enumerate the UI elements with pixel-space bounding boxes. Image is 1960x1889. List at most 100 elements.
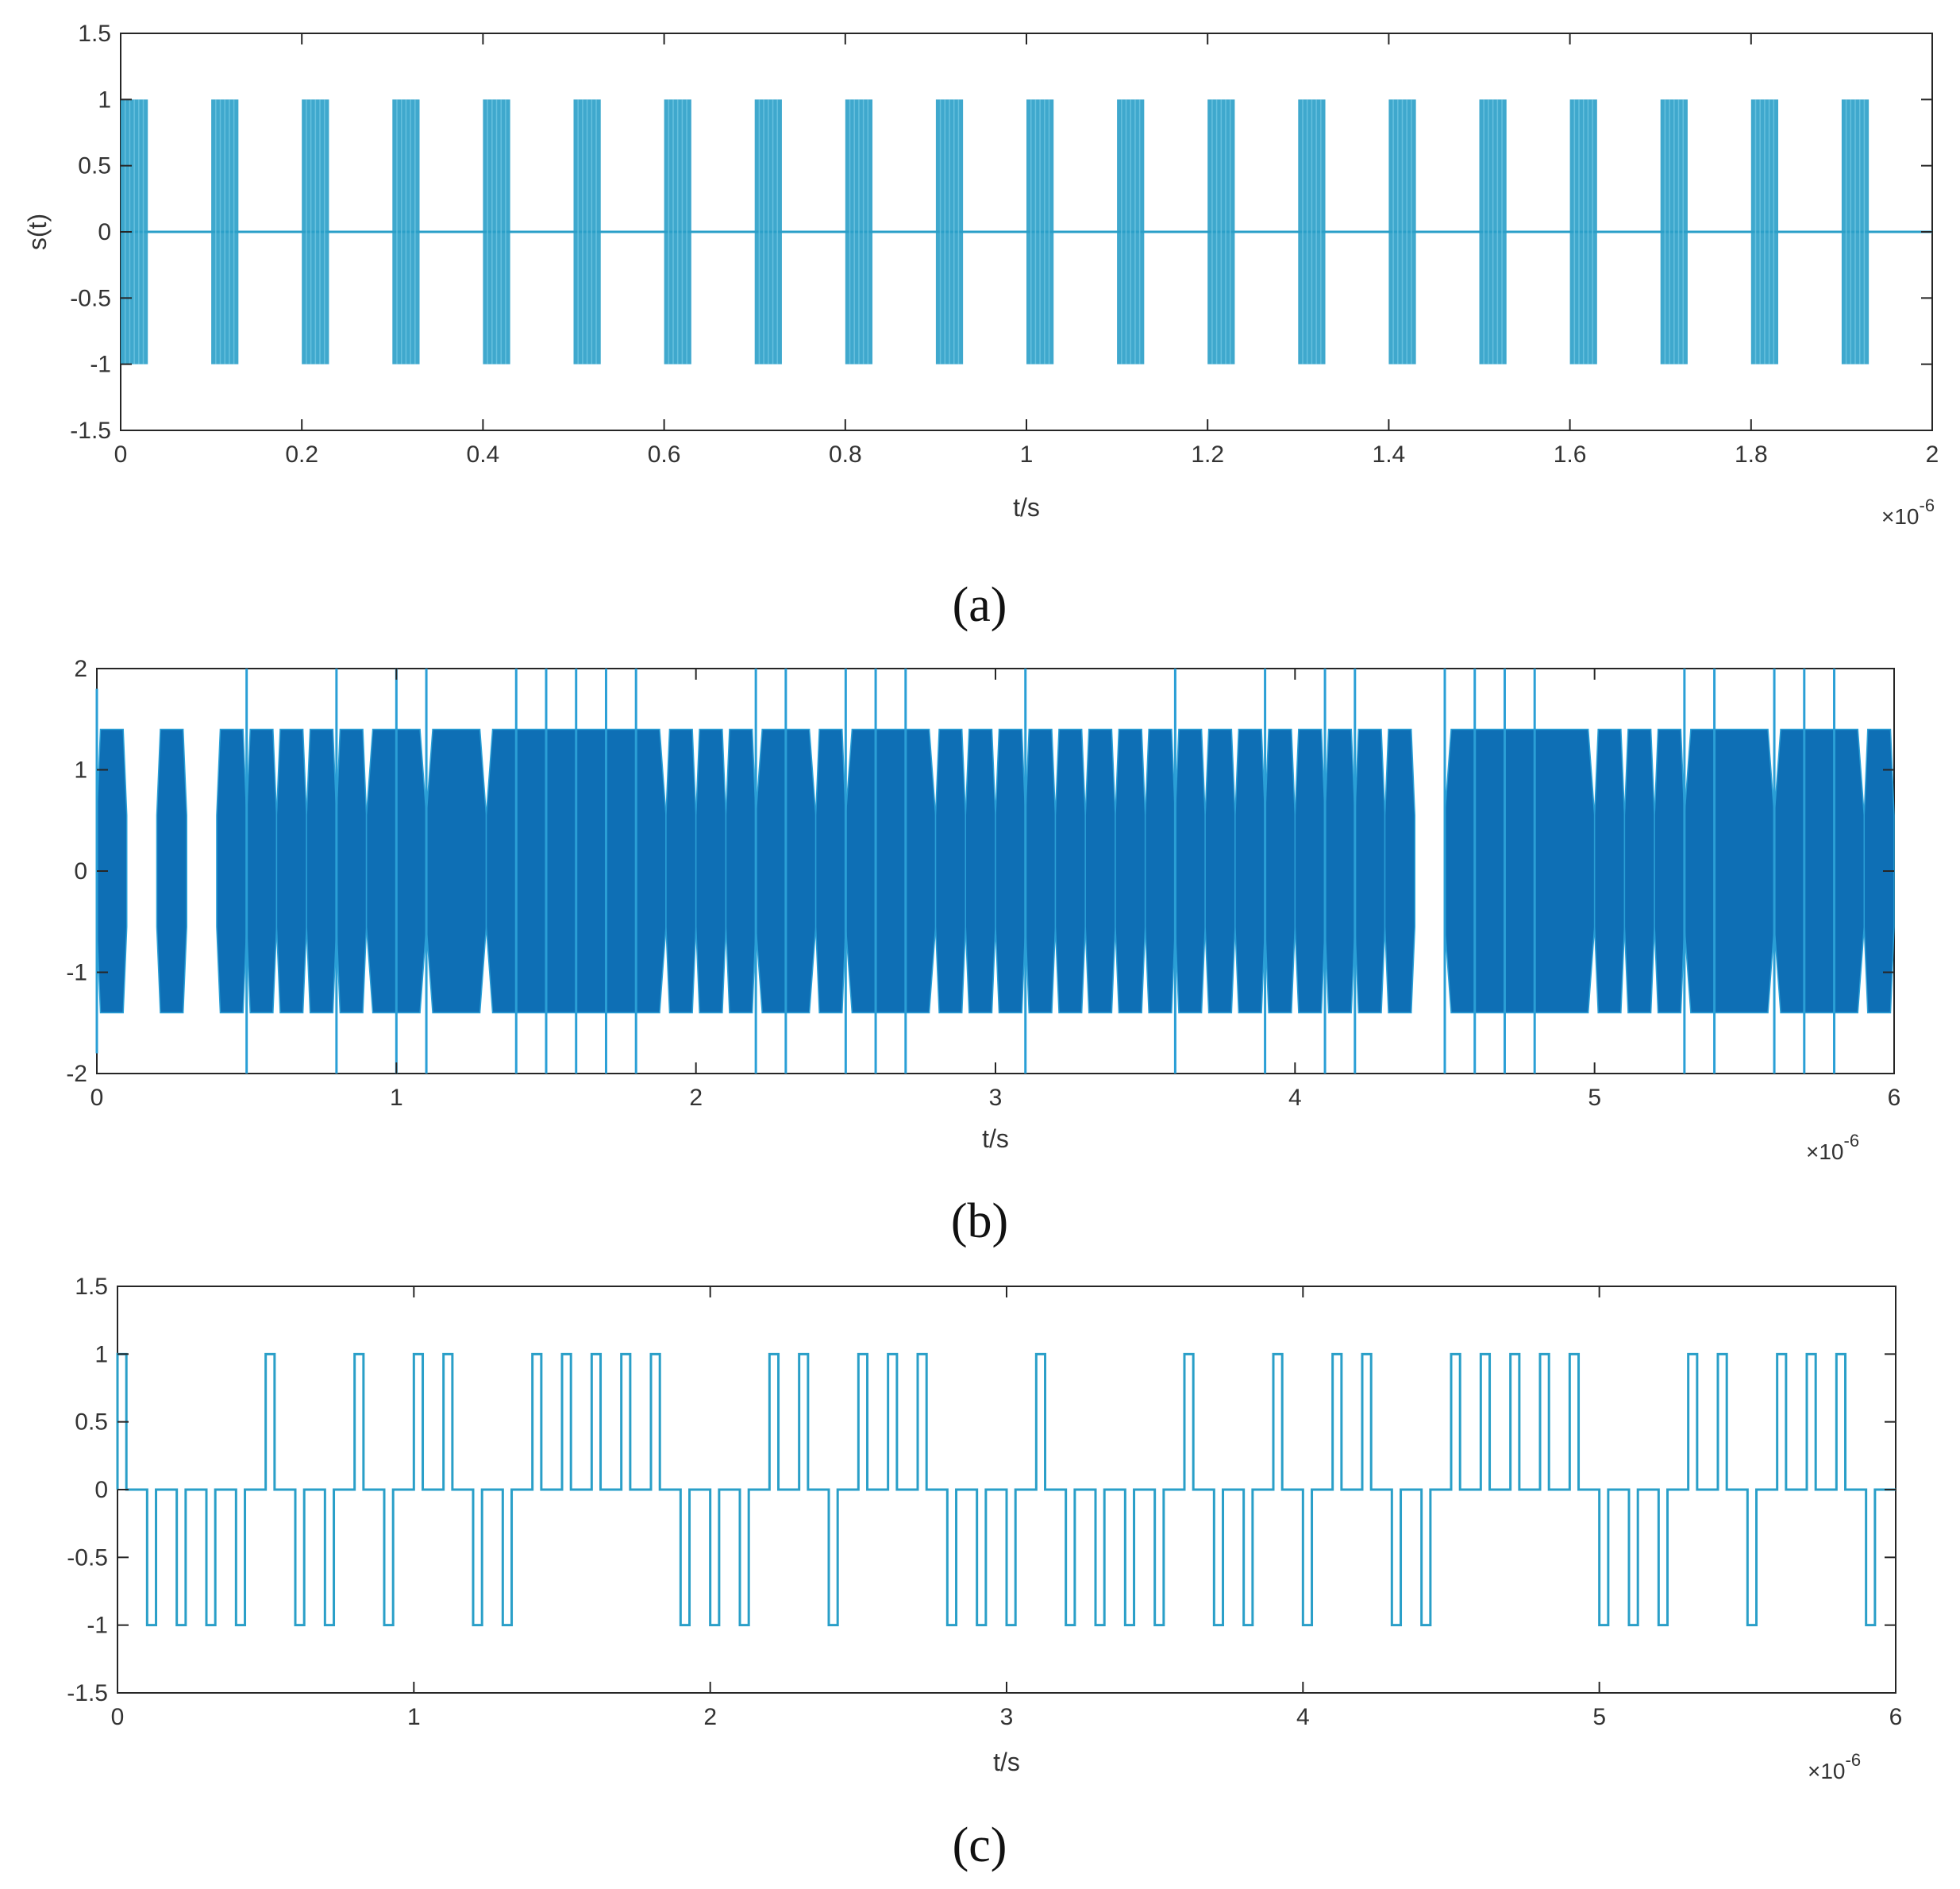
x-tick-label: 4: [1296, 1704, 1310, 1730]
x-tick-label: 1: [390, 1085, 403, 1111]
x-exponent-b: ×10-6: [1806, 1131, 1859, 1164]
envelope-block-b: [1654, 728, 1685, 1014]
x-tick-label: 2: [1926, 441, 1939, 468]
envelope-block-b: [965, 728, 996, 1014]
x-tick-label: 4: [1288, 1085, 1302, 1111]
envelope-block-b: [1024, 728, 1057, 1014]
x-tick-label: 1.6: [1554, 441, 1587, 468]
envelope-block-b: [1054, 728, 1086, 1014]
pulse-a: [935, 99, 964, 364]
envelope-block-b: [1384, 728, 1416, 1014]
y-tick-label: -0.5: [67, 1544, 108, 1571]
x-exponent-c: ×10-6: [1808, 1750, 1861, 1783]
x-tick-label: 0: [111, 1704, 125, 1730]
pulse-a: [1660, 99, 1688, 364]
envelope-block-b: [1684, 728, 1775, 1014]
y-tick-label: 0: [74, 858, 87, 885]
y-tick-label: 2: [74, 656, 87, 682]
x-tick-label: 1: [1020, 441, 1034, 468]
y-tick-label: 1: [94, 1341, 108, 1367]
envelope-block-b: [934, 728, 967, 1014]
envelope-block-b: [426, 728, 487, 1014]
y-axis-label-a: s(t): [23, 214, 52, 250]
x-tick-label: 3: [1000, 1704, 1014, 1730]
x-exponent-base-c: ×10: [1808, 1759, 1846, 1783]
envelope-block-b: [1084, 728, 1116, 1014]
y-tick-label: 0: [98, 219, 111, 245]
x-axis-label-c: t/s: [993, 1748, 1020, 1776]
envelope-block-b: [845, 728, 937, 1014]
y-tick-label: 1: [98, 87, 111, 113]
pulse-a: [1207, 99, 1235, 364]
series-c: [116, 1352, 1896, 1627]
y-tick-label: 0.5: [78, 153, 111, 179]
envelope-block-b: [245, 728, 278, 1014]
y-tick-label: 0: [94, 1477, 108, 1503]
y-tick-label: -1.5: [67, 1680, 108, 1706]
envelope-block-b: [275, 728, 307, 1014]
x-tick-label: 0.8: [829, 441, 862, 468]
x-tick-label: 2: [689, 1085, 703, 1111]
caption-b: (b): [951, 1194, 1008, 1248]
pulse-a: [302, 99, 329, 364]
x-tick-label: 0: [114, 441, 128, 468]
x-ticks-b: 0 1 2 3 4 5 6: [90, 669, 1900, 1111]
envelope-block-b: [96, 728, 128, 1014]
envelope-block-b: [1863, 728, 1895, 1014]
pulse-a: [1298, 99, 1326, 364]
panel-a: 0 0.2 0.4 0.6 0.8 1 1.2 1.4 1.6 1.8 2 -1.5-1-0.500…: [23, 21, 1939, 632]
y-tick-label: -1: [66, 960, 87, 986]
x-tick-label: 0.6: [648, 441, 681, 468]
x-tick-label: 0.2: [285, 441, 318, 468]
y-tick-label: -1: [90, 352, 111, 378]
series-a: [121, 99, 1932, 364]
x-exponent-power-c: -6: [1846, 1750, 1862, 1770]
envelope-block-b: [695, 728, 727, 1014]
panel-c: 0 1 2 3 4 5 6 -1.5 -1 -0.5 0 0.5 1 1.5 t/s ×10-6 (c): [67, 1274, 1902, 1872]
y-ticks-a: -1.5 -1 -0.5 0 0.5 1 1.5: [70, 21, 1932, 444]
x-tick-label: 1.2: [1191, 441, 1224, 468]
y-tick-label: -1.5: [70, 418, 111, 444]
x-tick-label: 2: [703, 1704, 717, 1730]
y-tick-label: -1: [87, 1613, 108, 1639]
x-ticks-a: 0 0.2 0.4 0.6 0.8 1 1.2 1.4 1.6 1.8 2: [114, 33, 1939, 468]
caption-a: (a): [953, 578, 1007, 632]
envelope-block-b: [1294, 728, 1326, 1014]
panel-b: 0 1 2 3 4 5 6 -2 -1 0 1 2 t/s ×10-6 (b): [66, 656, 1900, 1248]
x-axis-label-a: t/s: [1013, 493, 1040, 522]
envelope-block-b: [1264, 728, 1296, 1014]
code-waveform-c: [116, 1352, 1896, 1627]
y-tick-label: -2: [66, 1061, 87, 1087]
envelope-block-b: [306, 728, 337, 1014]
caption-c: (c): [953, 1818, 1007, 1872]
pulse-a: [1479, 99, 1507, 364]
x-tick-label: 1: [407, 1704, 421, 1730]
envelope-block-b: [1174, 728, 1206, 1014]
pulse-a: [211, 99, 239, 364]
y-tick-label: 1.5: [78, 21, 111, 47]
envelope-block-b: [725, 728, 757, 1014]
pulse-a: [1750, 99, 1779, 364]
x-exponent-power-b: -6: [1844, 1131, 1860, 1151]
envelope-block-b: [156, 728, 187, 1014]
x-tick-label: 1.8: [1735, 441, 1768, 468]
x-ticks-c: 0 1 2 3 4 5 6: [111, 1286, 1903, 1730]
envelope-block-b: [1444, 728, 1596, 1014]
x-exponent-base-b: ×10: [1806, 1139, 1844, 1164]
envelope-block-b: [1144, 728, 1176, 1014]
x-tick-label: 6: [1889, 1704, 1903, 1730]
y-ticks-b: -2 -1 0 1 2: [66, 656, 1894, 1087]
envelope-block-b: [1324, 728, 1356, 1014]
pulse-a: [121, 99, 148, 364]
envelope-block-b: [1204, 728, 1236, 1014]
pulse-a: [1841, 99, 1870, 364]
pulse-a: [483, 99, 510, 364]
y-tick-label: 1: [74, 758, 87, 784]
x-tick-label: 0.4: [467, 441, 500, 468]
x-tick-label: 5: [1588, 1085, 1601, 1111]
envelope-block-b: [665, 728, 697, 1014]
y-tick-label: 0.5: [75, 1409, 108, 1436]
pulse-a: [1388, 99, 1416, 364]
envelope-block-b: [1354, 728, 1386, 1014]
